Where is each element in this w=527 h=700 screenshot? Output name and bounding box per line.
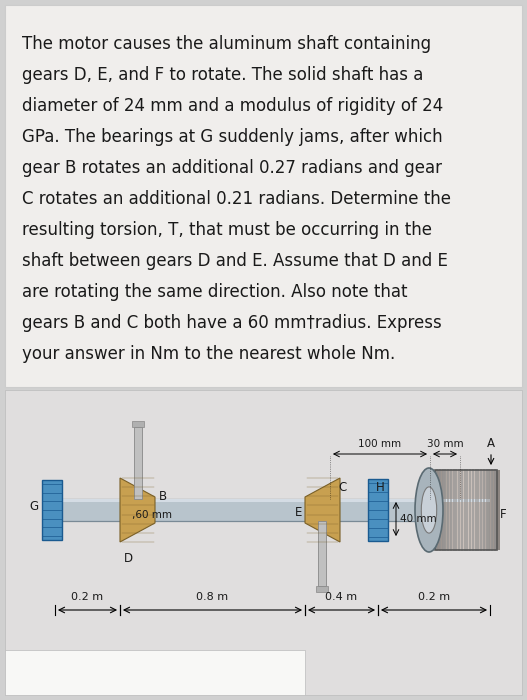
Text: diameter of 24 mm and a modulus of rigidity of 24: diameter of 24 mm and a modulus of rigid… [22, 97, 443, 115]
Bar [318, 521, 326, 586]
Bar [5, 5, 522, 387]
Bar [316, 586, 328, 592]
Text: your answer in Nm to the nearest whole Nm.: your answer in Nm to the nearest whole N… [22, 345, 395, 363]
Text: B: B [159, 490, 167, 503]
Bar [492, 470, 495, 550]
Ellipse shape [421, 487, 437, 533]
Bar [479, 470, 482, 550]
Bar [458, 470, 461, 550]
Ellipse shape [415, 468, 443, 552]
Bar [440, 470, 443, 550]
Bar [55, 499, 490, 502]
Text: 40 mm: 40 mm [400, 514, 437, 524]
Text: ,60 mm: ,60 mm [132, 510, 172, 520]
Polygon shape [305, 478, 340, 542]
Bar [132, 421, 144, 427]
Bar [469, 470, 472, 550]
Bar [435, 470, 438, 550]
Text: The motor causes the aluminum shaft containing: The motor causes the aluminum shaft cont… [22, 35, 431, 53]
Text: are rotating the same direction. Also note that: are rotating the same direction. Also no… [22, 283, 407, 301]
Text: H: H [376, 481, 384, 494]
Bar [466, 470, 469, 550]
Bar [42, 480, 62, 540]
Bar [494, 470, 497, 550]
Polygon shape [120, 478, 155, 542]
Bar [368, 479, 388, 541]
Bar [486, 470, 490, 550]
Bar [461, 470, 464, 550]
Bar [445, 470, 448, 550]
Bar [435, 470, 497, 550]
Bar [456, 470, 458, 550]
Text: 0.8 m: 0.8 m [197, 592, 229, 602]
Bar [55, 499, 490, 521]
Bar [5, 390, 522, 695]
Bar [453, 470, 456, 550]
Bar [451, 470, 454, 550]
Text: GPa. The bearings at G suddenly jams, after which: GPa. The bearings at G suddenly jams, af… [22, 128, 443, 146]
Text: C: C [338, 481, 346, 494]
Text: C rotates an additional 0.21 radians. Determine the: C rotates an additional 0.21 radians. De… [22, 190, 451, 208]
Text: D: D [124, 552, 133, 565]
Text: G: G [30, 500, 39, 514]
Text: E: E [295, 505, 302, 519]
Text: F: F [500, 508, 506, 522]
Text: gear B rotates an additional 0.27 radians and gear: gear B rotates an additional 0.27 radian… [22, 159, 442, 177]
Text: A: A [487, 437, 495, 450]
Bar [484, 470, 487, 550]
Bar [471, 470, 474, 550]
Bar [489, 470, 492, 550]
Bar [443, 470, 446, 550]
Text: shaft between gears D and E. Assume that D and E: shaft between gears D and E. Assume that… [22, 252, 448, 270]
Bar [474, 470, 477, 550]
Bar [463, 470, 466, 550]
Text: gears B and C both have a 60 mm†radius. Express: gears B and C both have a 60 mm†radius. … [22, 314, 442, 332]
Bar [134, 427, 142, 499]
Bar [5, 650, 305, 695]
Text: gears D, E, and F to rotate. The solid shaft has a: gears D, E, and F to rotate. The solid s… [22, 66, 423, 84]
Text: 100 mm: 100 mm [358, 439, 402, 449]
Bar [448, 470, 451, 550]
Text: resulting torsion, T, that must be occurring in the: resulting torsion, T, that must be occur… [22, 221, 432, 239]
Bar [482, 470, 485, 550]
Text: 0.2 m: 0.2 m [418, 592, 450, 602]
Bar [476, 470, 480, 550]
Bar [437, 470, 441, 550]
Text: 0.4 m: 0.4 m [326, 592, 357, 602]
Text: 30 mm: 30 mm [427, 439, 463, 449]
Bar [497, 470, 500, 550]
Text: 0.2 m: 0.2 m [72, 592, 104, 602]
